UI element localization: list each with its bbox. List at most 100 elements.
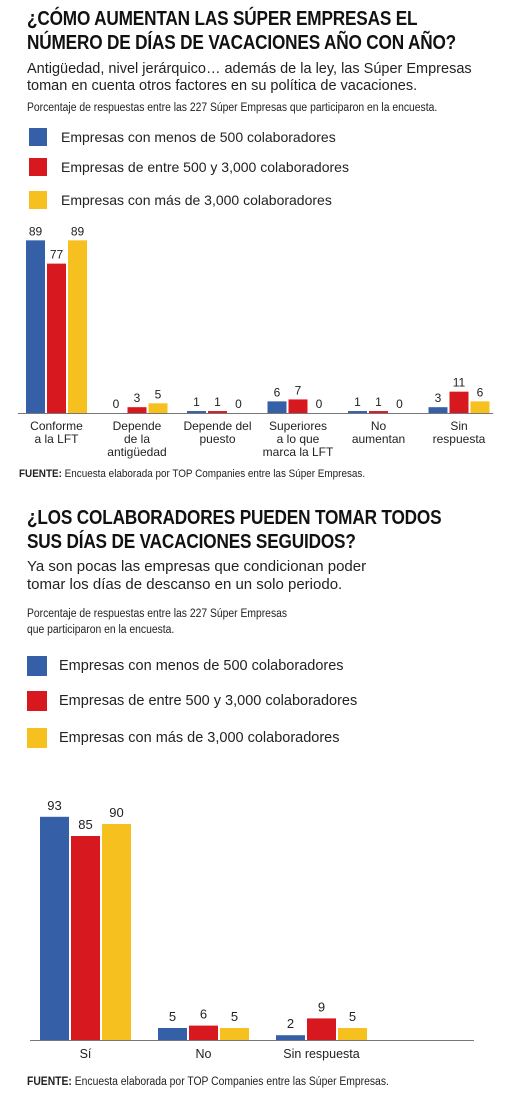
chart-2-data-label: 5 xyxy=(231,1009,238,1024)
chart-1-legend-item-large: Empresas con más de 3,000 colaboradores xyxy=(29,191,332,209)
chart-1-category-label: aumentan xyxy=(352,432,405,446)
chart-1-source: FUENTE: Encuesta elaborada por TOP Compa… xyxy=(19,468,365,480)
chart-1-data-label: 5 xyxy=(155,387,162,401)
chart-2-title-line-1: ¿LOS COLABORADORES PUEDEN TOMAR TODOS xyxy=(27,507,442,529)
chart-1-bar xyxy=(428,407,448,413)
chart-2-bar xyxy=(158,1028,187,1040)
chart-1-legend-swatch-blue xyxy=(29,128,47,146)
chart-1-subtitle: Antigüedad, nivel jerárquico… además de … xyxy=(27,61,472,95)
chart-1-legend-label-medium: Empresas de entre 500 y 3,000 colaborado… xyxy=(61,159,349,175)
chart-2-data-label: 90 xyxy=(109,805,123,820)
chart-1-data-label: 3 xyxy=(435,391,442,405)
chart-1-source-text: Encuesta elaborada por TOP Companies ent… xyxy=(61,468,366,480)
chart-1-data-label: 6 xyxy=(274,385,281,399)
chart-2-note: Porcentaje de respuestas entre las 227 S… xyxy=(27,606,287,638)
chart-1-category-label: a lo que xyxy=(277,432,320,446)
chart-2-legend-label-medium: Empresas de entre 500 y 3,000 colaborado… xyxy=(59,693,358,709)
chart-1-category-label: respuesta xyxy=(433,432,486,446)
chart-1-subtitle-line-2: toman en cuenta otros factores en su pol… xyxy=(27,78,418,94)
chart-2-source: FUENTE: Encuesta elaborada por TOP Compa… xyxy=(27,1076,389,1088)
chart-1-bar xyxy=(47,263,66,413)
chart-1-title-line-2: NÚMERO DE DÍAS DE VACACIONES AÑO CON AÑO… xyxy=(27,32,457,54)
chart-1-data-label: 89 xyxy=(71,224,85,238)
chart-1-data-label: 0 xyxy=(316,397,323,411)
chart-1-bar xyxy=(127,407,147,413)
chart-1-category-label: puesto xyxy=(199,432,235,446)
chart-1-title-line-1: ¿CÓMO AUMENTAN LAS SÚPER EMPRESAS EL xyxy=(27,8,418,30)
chart-2-title: ¿LOS COLABORADORES PUEDEN TOMAR TODOS SU… xyxy=(27,506,442,554)
chart-1-bar xyxy=(288,399,308,413)
chart-2-bar xyxy=(40,816,69,1040)
chart-2-legend-label-small: Empresas con menos de 500 colaboradores xyxy=(59,658,344,674)
chart-1-category-label: a la LFT xyxy=(34,432,79,446)
chart-2-data-label: 6 xyxy=(200,1007,207,1022)
chart-1-data-label: 7 xyxy=(295,383,302,397)
chart-2-category-label: Sin respuesta xyxy=(283,1047,359,1061)
chart-2-plot: 93 85 90 Sí 5 6 5 No 2 9 5 Sin respuesta xyxy=(30,798,474,1061)
chart-1-bar xyxy=(68,240,87,413)
chart-1-legend-item-small: Empresas con menos de 500 colaboradores xyxy=(29,128,336,146)
chart-2-legend-item-large: Empresas con más de 3,000 colaboradores xyxy=(27,728,340,748)
chart-2-data-label: 85 xyxy=(78,817,92,832)
chart-1-category-label: marca la LFT xyxy=(263,445,334,459)
chart-1-bar xyxy=(148,403,168,413)
chart-1-data-label: 1 xyxy=(214,395,221,409)
chart-1-bar xyxy=(348,411,367,413)
chart-2-legend-swatch-yellow xyxy=(27,728,47,748)
chart-2-subtitle-line-2: tomar los días de descanso en un solo pe… xyxy=(27,576,343,593)
chart-1-data-label: 0 xyxy=(113,397,120,411)
chart-2-subtitle: Ya son pocas las empresas que condiciona… xyxy=(27,558,366,594)
chart-1-category-label: Conforme xyxy=(30,419,83,433)
chart-2-data-label: 5 xyxy=(349,1009,356,1024)
chart-2-bar xyxy=(189,1025,218,1040)
chart-1-subtitle-line-1: Antigüedad, nivel jerárquico… además de … xyxy=(27,61,472,77)
chart-1-data-label: 1 xyxy=(375,395,382,409)
chart-2-data-label: 9 xyxy=(318,999,325,1014)
chart-2-note-line-1: Porcentaje de respuestas entre las 227 S… xyxy=(27,608,288,620)
chart-1-data-label: 0 xyxy=(235,397,242,411)
chart-2-bar xyxy=(307,1018,336,1040)
chart-2-data-label: 2 xyxy=(287,1016,294,1031)
chart-1-data-label: 3 xyxy=(134,391,141,405)
chart-1-category-label: No xyxy=(371,419,387,433)
chart-1-data-label: 77 xyxy=(50,248,64,262)
chart-2-bar xyxy=(71,836,100,1040)
chart-2-legend-label-large: Empresas con más de 3,000 colaboradores xyxy=(59,730,340,746)
chart-1-legend-swatch-red xyxy=(29,158,47,176)
chart-1-data-label: 6 xyxy=(477,385,484,399)
chart-2-title-line-2: SUS DÍAS DE VACACIONES SEGUIDOS? xyxy=(27,531,356,553)
chart-2-subtitle-line-1: Ya son pocas las empresas que condiciona… xyxy=(27,558,367,575)
chart-2-legend-swatch-red xyxy=(27,691,47,711)
chart-1-bar xyxy=(208,411,227,413)
chart-2-source-text: Encuesta elaborada por TOP Companies ent… xyxy=(71,1076,389,1088)
chart-1-legend-label-small: Empresas con menos de 500 colaboradores xyxy=(61,129,336,145)
chart-2-legend-swatch-blue xyxy=(27,656,47,676)
chart-1-bar xyxy=(26,240,45,413)
chart-1-bar xyxy=(470,401,490,413)
chart-1-data-label: 89 xyxy=(29,224,43,238)
chart-1-note: Porcentaje de respuestas entre las 227 S… xyxy=(27,101,437,115)
chart-1-category-label: de la xyxy=(124,432,150,446)
chart-1-data-label: 1 xyxy=(354,395,361,409)
chart-2-note-line-2: que participaron en la encuesta. xyxy=(27,624,175,636)
chart-1-data-label: 1 xyxy=(193,395,200,409)
chart-1-legend-item-medium: Empresas de entre 500 y 3,000 colaborado… xyxy=(29,158,349,176)
chart-2-bar xyxy=(276,1035,305,1040)
chart-1-category-label: Depende xyxy=(113,419,162,433)
chart-2-data-label: 93 xyxy=(47,798,61,813)
chart-2-category-label: No xyxy=(196,1047,212,1061)
chart-1-source-label: FUENTE: xyxy=(19,468,62,480)
chart-2-bar xyxy=(220,1028,249,1040)
chart-1-category-label: Superiores xyxy=(269,419,327,433)
chart-2-source-label: FUENTE: xyxy=(27,1076,72,1088)
chart-1-legend-label-large: Empresas con más de 3,000 colaboradores xyxy=(61,192,332,208)
chart-1-bar xyxy=(267,401,287,413)
chart-1-note-line-1: Porcentaje de respuestas entre las 227 S… xyxy=(27,102,438,114)
chart-1-category-label: Depende del xyxy=(183,419,251,433)
chart-2-legend-item-small: Empresas con menos de 500 colaboradores xyxy=(27,656,344,676)
chart-section-1: ¿CÓMO AUMENTAN LAS SÚPER EMPRESAS EL NÚM… xyxy=(0,0,511,490)
chart-1-data-label: 11 xyxy=(453,376,466,390)
chart-2-legend-item-medium: Empresas de entre 500 y 3,000 colaborado… xyxy=(27,691,357,711)
chart-1-bar xyxy=(187,411,206,413)
